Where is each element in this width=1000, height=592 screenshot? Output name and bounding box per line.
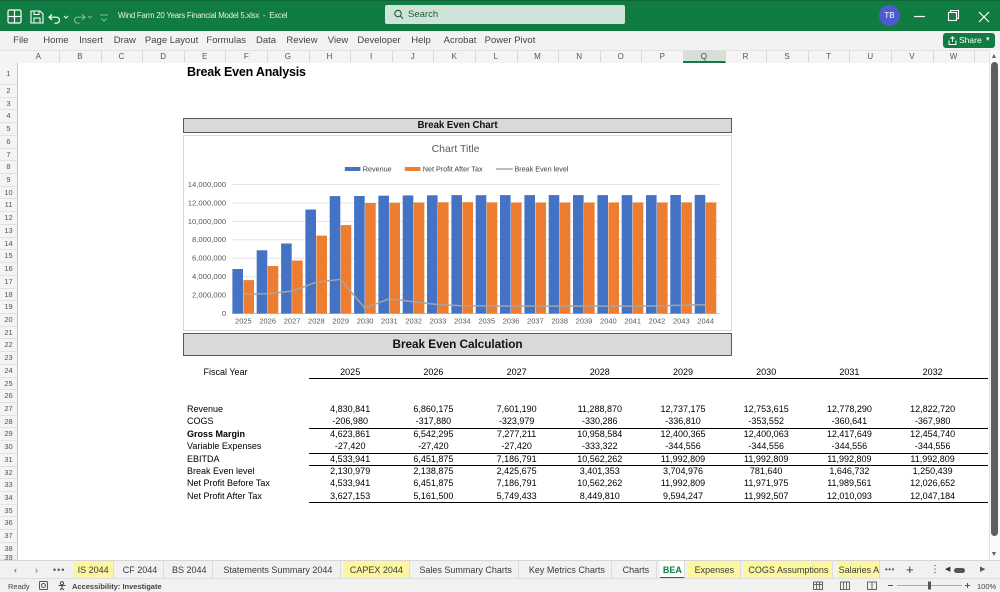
svg-text:2029: 2029 <box>332 317 349 326</box>
svg-text:2032: 2032 <box>405 317 422 326</box>
svg-text:2028: 2028 <box>308 317 325 326</box>
svg-text:2033: 2033 <box>430 317 447 326</box>
svg-text:2042: 2042 <box>649 317 666 326</box>
svg-text:10,000,000: 10,000,000 <box>188 217 226 226</box>
svg-text:2043: 2043 <box>673 317 690 326</box>
svg-text:2031: 2031 <box>381 317 398 326</box>
svg-text:4,000,000: 4,000,000 <box>192 272 226 281</box>
svg-text:Break Even level: Break Even level <box>515 165 569 174</box>
svg-text:Chart Title: Chart Title <box>432 143 480 155</box>
svg-text:0: 0 <box>222 309 226 318</box>
svg-text:Net Profit After Tax: Net Profit After Tax <box>423 165 483 174</box>
svg-text:2034: 2034 <box>454 317 471 326</box>
svg-text:2039: 2039 <box>576 317 593 326</box>
svg-text:6,000,000: 6,000,000 <box>192 254 226 263</box>
svg-text:2037: 2037 <box>527 317 544 326</box>
svg-text:Revenue: Revenue <box>363 165 392 174</box>
svg-text:2035: 2035 <box>478 317 495 326</box>
svg-text:2030: 2030 <box>357 317 374 326</box>
svg-text:2040: 2040 <box>600 317 617 326</box>
svg-text:2027: 2027 <box>284 317 301 326</box>
svg-text:12,000,000: 12,000,000 <box>188 198 226 207</box>
svg-text:14,000,000: 14,000,000 <box>188 180 226 189</box>
svg-text:2041: 2041 <box>624 317 641 326</box>
svg-text:2,000,000: 2,000,000 <box>192 291 226 300</box>
svg-text:8,000,000: 8,000,000 <box>192 235 226 244</box>
svg-text:2044: 2044 <box>697 317 714 326</box>
svg-text:2038: 2038 <box>551 317 568 326</box>
svg-text:2025: 2025 <box>235 317 252 326</box>
svg-text:2036: 2036 <box>503 317 520 326</box>
svg-text:2026: 2026 <box>259 317 276 326</box>
